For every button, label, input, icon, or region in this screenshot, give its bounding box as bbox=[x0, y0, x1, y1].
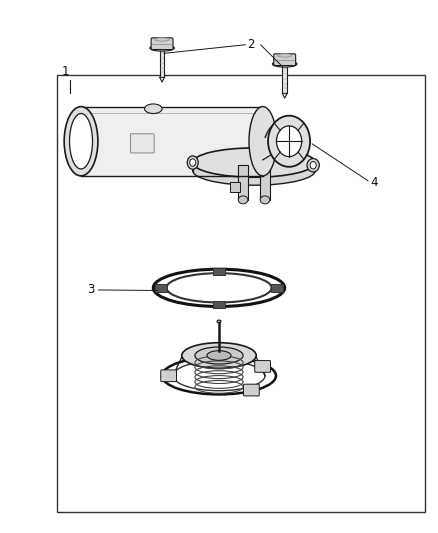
Ellipse shape bbox=[187, 156, 198, 169]
Bar bbox=[238, 165, 248, 200]
Text: 1: 1 bbox=[62, 64, 70, 78]
FancyBboxPatch shape bbox=[161, 370, 177, 382]
Ellipse shape bbox=[153, 269, 285, 306]
Ellipse shape bbox=[195, 347, 243, 364]
Bar bbox=[213, 268, 225, 275]
Ellipse shape bbox=[182, 343, 256, 368]
Ellipse shape bbox=[272, 61, 297, 67]
FancyBboxPatch shape bbox=[131, 134, 154, 153]
Text: 4: 4 bbox=[370, 176, 378, 189]
Ellipse shape bbox=[154, 46, 170, 50]
Ellipse shape bbox=[217, 320, 221, 323]
Ellipse shape bbox=[277, 62, 293, 66]
FancyBboxPatch shape bbox=[255, 360, 271, 372]
Ellipse shape bbox=[173, 361, 265, 391]
Ellipse shape bbox=[155, 38, 169, 41]
Ellipse shape bbox=[150, 45, 174, 51]
Bar bbox=[260, 165, 270, 200]
Ellipse shape bbox=[166, 273, 272, 303]
Ellipse shape bbox=[278, 54, 292, 57]
Ellipse shape bbox=[70, 114, 92, 169]
Ellipse shape bbox=[193, 148, 315, 177]
FancyBboxPatch shape bbox=[244, 384, 259, 396]
FancyBboxPatch shape bbox=[151, 38, 173, 50]
Bar bbox=[159, 48, 164, 77]
Circle shape bbox=[268, 116, 310, 167]
Ellipse shape bbox=[207, 351, 231, 360]
Ellipse shape bbox=[307, 159, 319, 172]
Text: 3: 3 bbox=[88, 284, 95, 296]
Circle shape bbox=[190, 159, 196, 166]
FancyBboxPatch shape bbox=[230, 182, 240, 192]
FancyBboxPatch shape bbox=[274, 54, 296, 66]
Ellipse shape bbox=[249, 107, 277, 176]
Ellipse shape bbox=[260, 196, 270, 204]
Ellipse shape bbox=[162, 357, 276, 394]
Ellipse shape bbox=[238, 196, 248, 204]
Bar bbox=[57, 75, 425, 512]
Circle shape bbox=[276, 126, 302, 157]
Ellipse shape bbox=[145, 104, 162, 114]
Bar bbox=[271, 284, 283, 292]
Bar bbox=[155, 284, 167, 292]
Text: 2: 2 bbox=[247, 38, 255, 51]
Circle shape bbox=[310, 161, 316, 169]
Ellipse shape bbox=[193, 156, 315, 185]
Bar bbox=[213, 301, 225, 308]
Bar bbox=[283, 64, 287, 93]
FancyBboxPatch shape bbox=[74, 107, 263, 176]
Ellipse shape bbox=[64, 107, 98, 176]
